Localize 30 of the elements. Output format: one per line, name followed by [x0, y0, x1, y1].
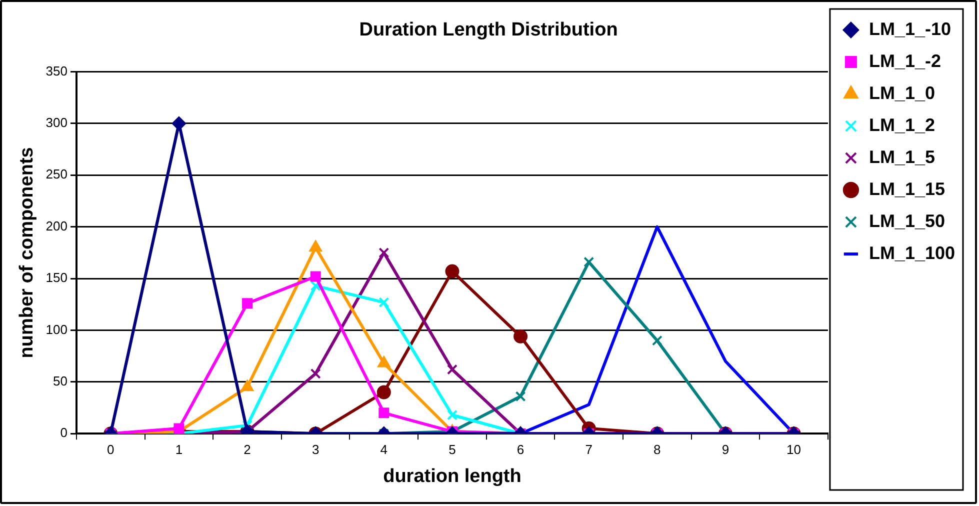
legend-label: LM_1_2 — [868, 114, 935, 135]
chart-title: Duration Length Distribution — [359, 20, 618, 41]
y-tick-label: 300 — [46, 115, 68, 130]
y-tick-label: 100 — [46, 322, 68, 337]
y-tick-label: 250 — [46, 166, 68, 182]
y-tick-label: 50 — [53, 373, 68, 388]
legend-label: LM_1_5 — [868, 146, 935, 167]
legend-label: LM_1_15 — [868, 178, 945, 199]
x-tick-label: 3 — [312, 442, 320, 457]
legend-label: LM_1_-10 — [868, 18, 951, 39]
y-tick-label: 0 — [60, 425, 68, 440]
x-tick-label: 1 — [175, 442, 183, 457]
x-tick-label: 7 — [585, 442, 592, 457]
y-tick-label: 150 — [46, 270, 68, 286]
x-tick-label: 9 — [722, 442, 730, 457]
legend-label: LM_1_-2 — [868, 50, 941, 71]
x-tick-label: 6 — [516, 442, 524, 457]
y-tick-label: 350 — [46, 63, 68, 78]
x-tick-label: 10 — [786, 442, 802, 457]
x-tick-label: 5 — [448, 442, 456, 457]
x-tick-label: 8 — [654, 442, 661, 457]
legend-label: LM_1_100 — [868, 242, 956, 263]
x-tick-label: 4 — [380, 442, 388, 457]
legend-label: LM_1_50 — [868, 210, 945, 231]
x-axis-title: duration length — [383, 466, 522, 487]
legend-label: LM_1_0 — [868, 82, 935, 103]
y-tick-label: 200 — [46, 218, 68, 234]
x-tick-label: 2 — [244, 442, 251, 457]
y-axis-title: number of components — [16, 147, 38, 358]
x-tick-label: 0 — [107, 442, 114, 457]
